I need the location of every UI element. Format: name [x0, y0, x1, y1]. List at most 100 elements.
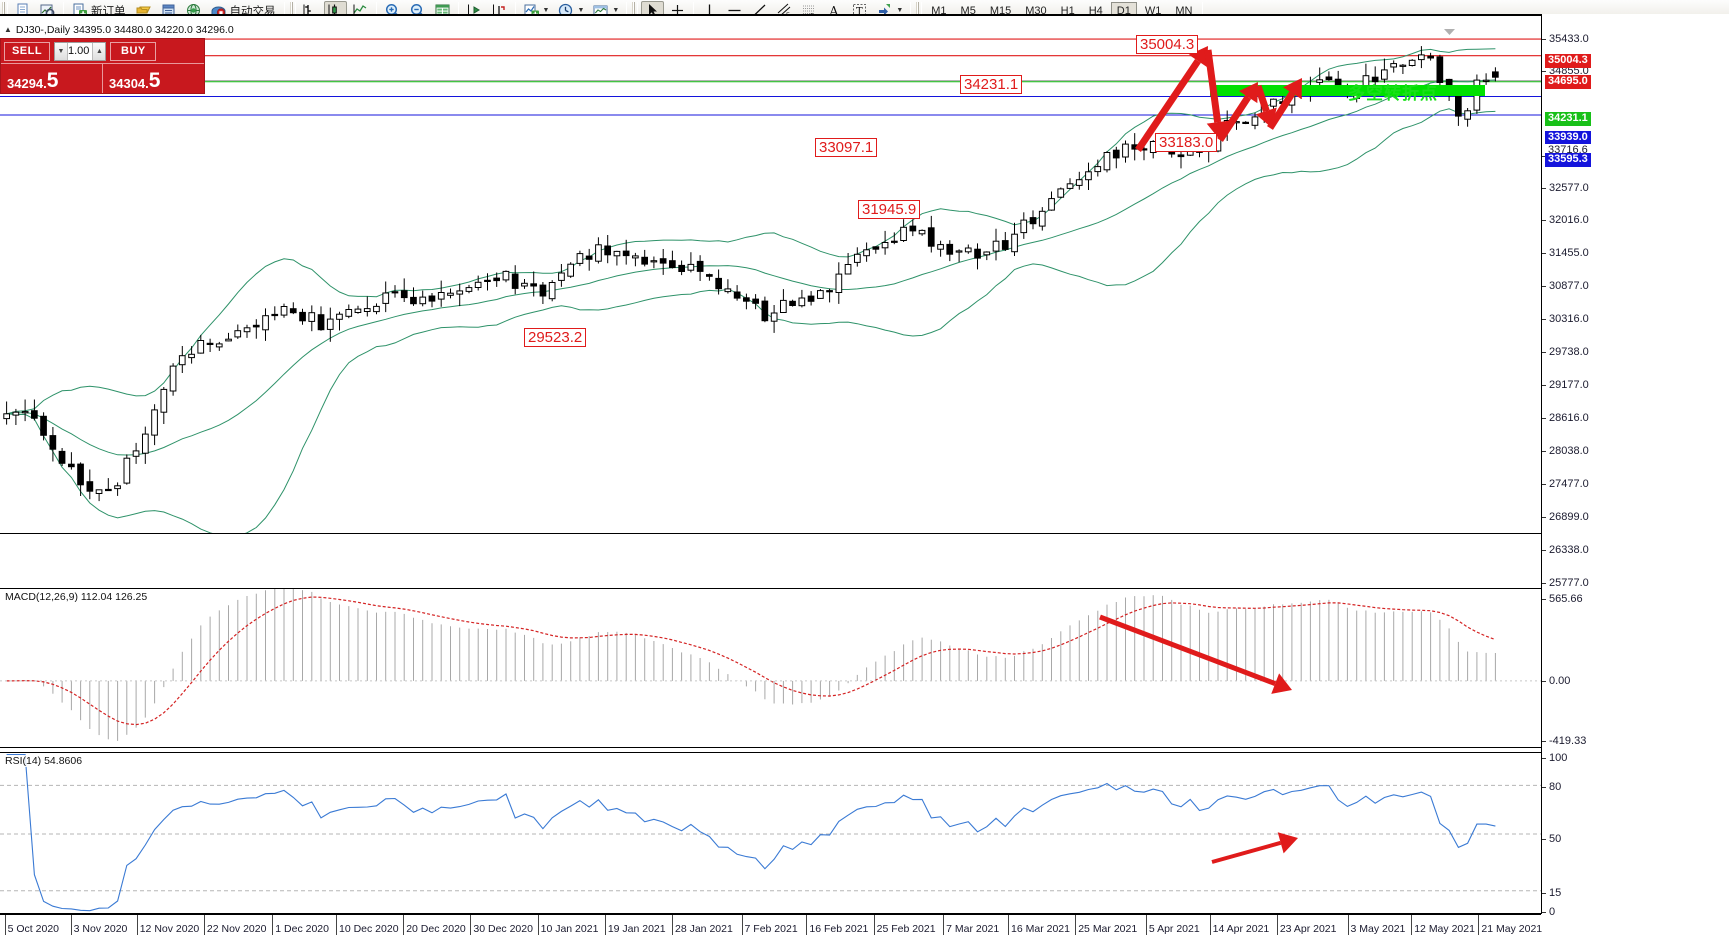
timeframe-w1[interactable]: W1 — [1144, 4, 1162, 17]
sell-price-decimal: 5 — [46, 69, 59, 93]
price-tick-value: 30877.0 — [1549, 280, 1589, 292]
timeframe-m15[interactable]: M15 — [989, 4, 1012, 17]
toolbar-separator — [375, 1, 377, 20]
resistance-badge-34695[interactable]: 34695.0 — [1545, 75, 1591, 89]
date-label: 28 Jan 2021 — [675, 923, 733, 935]
timeframe-m5[interactable]: M5 — [960, 4, 976, 17]
price-tick-value: 32577.0 — [1549, 182, 1589, 194]
volume-input[interactable]: 1.00 — [68, 45, 90, 57]
price-tick: 34855.0 — [1542, 65, 1589, 77]
date-label: 12 Nov 2020 — [139, 923, 200, 935]
trendline-icon — [751, 2, 768, 19]
macd-pane[interactable] — [0, 588, 1541, 748]
chevron-down-icon[interactable]: ▼ — [577, 7, 585, 14]
price-tick-value: 28616.0 — [1549, 412, 1589, 424]
current-price-badge[interactable]: 34231.1 — [1545, 112, 1591, 126]
toolbar-grip[interactable] — [916, 1, 923, 20]
date-label: 19 Jan 2021 — [607, 923, 666, 935]
price-tick: 28038.0 — [1542, 445, 1589, 457]
svg-text:T: T — [856, 7, 863, 18]
toolbar-separator — [514, 1, 516, 20]
toolbar-grip[interactable] — [632, 1, 639, 20]
timeframe-m1[interactable]: M1 — [931, 4, 947, 17]
volume-stepper[interactable]: ▼ 1.00 ▲ — [54, 41, 107, 61]
date-label: 30 Dec 2020 — [473, 923, 533, 935]
price-chart-pane[interactable] — [0, 14, 1541, 534]
buy-price[interactable]: 34304 . 5 — [102, 64, 204, 93]
macd-svg — [0, 589, 1541, 741]
anno-34231[interactable]: 34231.1 — [960, 75, 1023, 94]
date-tick — [873, 915, 875, 935]
date-label: 16 Feb 2021 — [809, 923, 869, 935]
bull-bear-turning-point-note: 多空转折点 — [1348, 84, 1438, 103]
date-label: 25 Feb 2021 — [876, 923, 936, 935]
price-tick-value: 31455.0 — [1549, 247, 1589, 259]
price-tick-value: 29177.0 — [1549, 379, 1589, 391]
one-click-trading-panel[interactable]: SELL ▼ 1.00 ▲ BUY 34294 . 5 34304 . 5 — [0, 38, 205, 94]
timeframe-h4[interactable]: H4 — [1088, 4, 1103, 17]
volume-increment-icon[interactable]: ▲ — [92, 42, 106, 60]
rsi-pane[interactable] — [0, 752, 1541, 914]
price-tick: 26338.0 — [1542, 544, 1589, 556]
chart-scroll-marker-icon[interactable] — [1444, 22, 1455, 35]
arrows-tool[interactable]: ▼ — [873, 1, 906, 21]
buy-price-dot: . — [145, 76, 149, 91]
sell-price-dot: . — [43, 76, 47, 91]
timeframe-m30[interactable]: M30 — [1025, 4, 1047, 17]
volume-decrement-icon[interactable]: ▼ — [55, 42, 68, 60]
rsi-tick: 15 — [1542, 887, 1561, 899]
chevron-down-icon[interactable]: ▼ — [896, 7, 904, 14]
date-label: 14 Apr 2021 — [1212, 923, 1270, 935]
timeframe-mn[interactable]: MN — [1175, 4, 1193, 17]
chevron-down-icon[interactable]: ▼ — [612, 7, 620, 14]
rsi-tick: 80 — [1542, 781, 1561, 793]
price-tick: 29177.0 — [1542, 379, 1589, 391]
price-tick-value: 28038.0 — [1549, 445, 1589, 457]
anno-33183[interactable]: 33183.0 — [1155, 133, 1218, 152]
navigator-icon[interactable] — [157, 1, 180, 21]
horizontal-line-tool[interactable] — [723, 1, 746, 21]
buy-button[interactable]: BUY — [110, 41, 157, 61]
toolbar-grip[interactable] — [289, 1, 296, 20]
resistance-badge-35004[interactable]: 35004.3 — [1545, 54, 1591, 68]
support-badge-33595[interactable]: 33595.3 — [1545, 153, 1591, 167]
price-tick: 35433.0 — [1542, 33, 1589, 45]
chart-minimize-icon[interactable]: ▲ — [4, 25, 12, 34]
date-tick — [403, 915, 405, 935]
trendline-tool[interactable] — [748, 1, 771, 21]
text-tool[interactable]: A — [823, 1, 846, 21]
toolbar-grip[interactable] — [2, 1, 8, 20]
chevron-down-icon[interactable]: ▼ — [542, 7, 550, 14]
toolbar-separator — [910, 1, 912, 20]
anno-29523[interactable]: 29523.2 — [524, 328, 587, 347]
anno-35004[interactable]: 35004.3 — [1136, 35, 1199, 54]
periods-icon[interactable]: ▼ — [554, 1, 587, 21]
support-badge-33939[interactable]: 33939.0 — [1545, 131, 1591, 145]
toolbar-separator — [1202, 1, 1204, 20]
rsi-indicator-label: RSI(14) 54.8606 — [3, 755, 85, 767]
date-label: 7 Mar 2021 — [946, 923, 1000, 935]
sell-price[interactable]: 34294 . 5 — [1, 64, 102, 93]
date-tick — [741, 915, 743, 935]
price-tick: 30316.0 — [1542, 313, 1589, 325]
toolbar-separator — [457, 1, 459, 20]
anno-33097[interactable]: 33097.1 — [815, 138, 878, 157]
date-label: 25 Mar 2021 — [1078, 923, 1138, 935]
date-tick — [336, 915, 337, 935]
date-tick — [1209, 915, 1211, 935]
price-axis[interactable]: 35433.034855.033155.032577.032016.031455… — [1541, 14, 1729, 918]
date-label: 16 Mar 2021 — [1011, 923, 1070, 935]
date-label: 10 Dec 2020 — [339, 923, 399, 935]
metaeditor-icon[interactable] — [132, 1, 155, 21]
timeframe-h1[interactable]: H1 — [1060, 4, 1075, 17]
price-tick-value: 26338.0 — [1549, 544, 1589, 556]
date-tick — [1411, 915, 1413, 935]
date-label: 10 Jan 2021 — [540, 923, 599, 935]
price-tick: 27477.0 — [1542, 478, 1589, 490]
macd-tick: 565.66 — [1542, 593, 1583, 605]
date-axis[interactable]: 5 Oct 2020 3 Nov 2020 12 Nov 2020 22 Nov 20… — [0, 914, 1542, 943]
anno-31945[interactable]: 31945.9 — [858, 200, 921, 219]
sell-button[interactable]: SELL — [4, 41, 50, 61]
date-tick — [1145, 915, 1147, 935]
price-tick-value: 29738.0 — [1549, 346, 1589, 358]
